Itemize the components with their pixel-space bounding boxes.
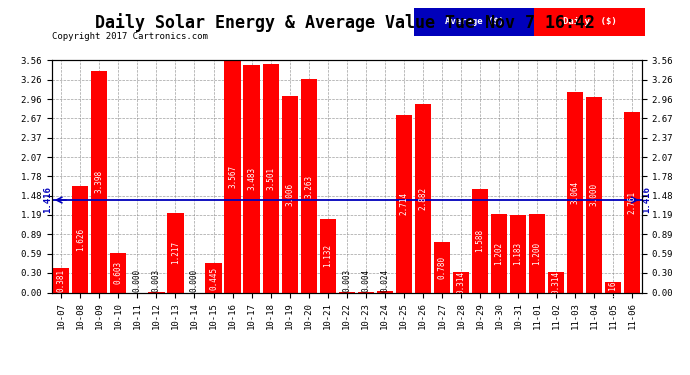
Text: 0.165: 0.165 [609,276,618,298]
Bar [472,189,488,292]
Bar [110,253,126,292]
Text: 3.483: 3.483 [247,167,256,190]
Bar [434,242,450,292]
Text: 1.202: 1.202 [495,242,504,265]
Text: 1.626: 1.626 [76,228,85,251]
Bar [168,213,184,292]
Text: 0.314: 0.314 [456,271,466,294]
Text: 0.000: 0.000 [190,269,199,292]
Text: 2.761: 2.761 [628,191,637,214]
Text: 1.588: 1.588 [475,229,484,252]
Bar [510,215,526,292]
Bar [53,268,70,292]
Bar [491,214,507,292]
Text: 3.263: 3.263 [304,174,313,198]
Text: 0.445: 0.445 [209,266,218,290]
Bar [453,272,469,292]
Text: 2.882: 2.882 [418,187,427,210]
Text: Daily  ($): Daily ($) [563,17,617,26]
Bar [534,8,645,36]
Bar [414,8,534,36]
Text: 3.567: 3.567 [228,165,237,188]
Text: 0.603: 0.603 [114,261,123,284]
Text: Daily Solar Energy & Average Value Tue Nov 7 16:42: Daily Solar Energy & Average Value Tue N… [95,13,595,32]
Text: 3.000: 3.000 [590,183,599,206]
Bar [301,80,317,292]
Text: 0.314: 0.314 [551,271,560,294]
Text: 0.780: 0.780 [437,255,446,279]
Text: 1.200: 1.200 [533,242,542,265]
Text: 3.398: 3.398 [95,170,103,193]
Text: 1.416: 1.416 [642,187,651,213]
Text: 1.183: 1.183 [513,242,522,266]
Text: 3.501: 3.501 [266,166,275,190]
Bar [224,60,241,292]
Bar [415,104,431,292]
Bar [282,96,297,292]
Text: 0.003: 0.003 [342,269,351,292]
Text: Copyright 2017 Cartronics.com: Copyright 2017 Cartronics.com [52,32,208,41]
Bar [605,282,621,292]
Text: 0.381: 0.381 [57,268,66,292]
Text: 2.714: 2.714 [400,192,408,216]
Text: 1.217: 1.217 [171,241,180,264]
Bar [91,70,108,292]
Text: Average ($): Average ($) [444,17,504,26]
Bar [586,97,602,292]
Bar [396,115,412,292]
Text: 0.024: 0.024 [380,269,389,292]
Text: 1.416: 1.416 [43,187,52,213]
Bar [548,272,564,292]
Bar [567,92,583,292]
Bar [262,64,279,292]
Text: 0.000: 0.000 [133,269,142,292]
Text: 3.006: 3.006 [285,183,294,206]
Bar [529,214,545,292]
Bar [244,65,259,292]
Text: 0.003: 0.003 [152,269,161,292]
Bar [206,263,221,292]
Text: 0.004: 0.004 [362,269,371,292]
Bar [319,219,336,292]
Bar [72,186,88,292]
Text: 3.064: 3.064 [571,181,580,204]
Bar [624,112,640,292]
Text: 1.132: 1.132 [323,244,332,267]
Bar [377,291,393,292]
